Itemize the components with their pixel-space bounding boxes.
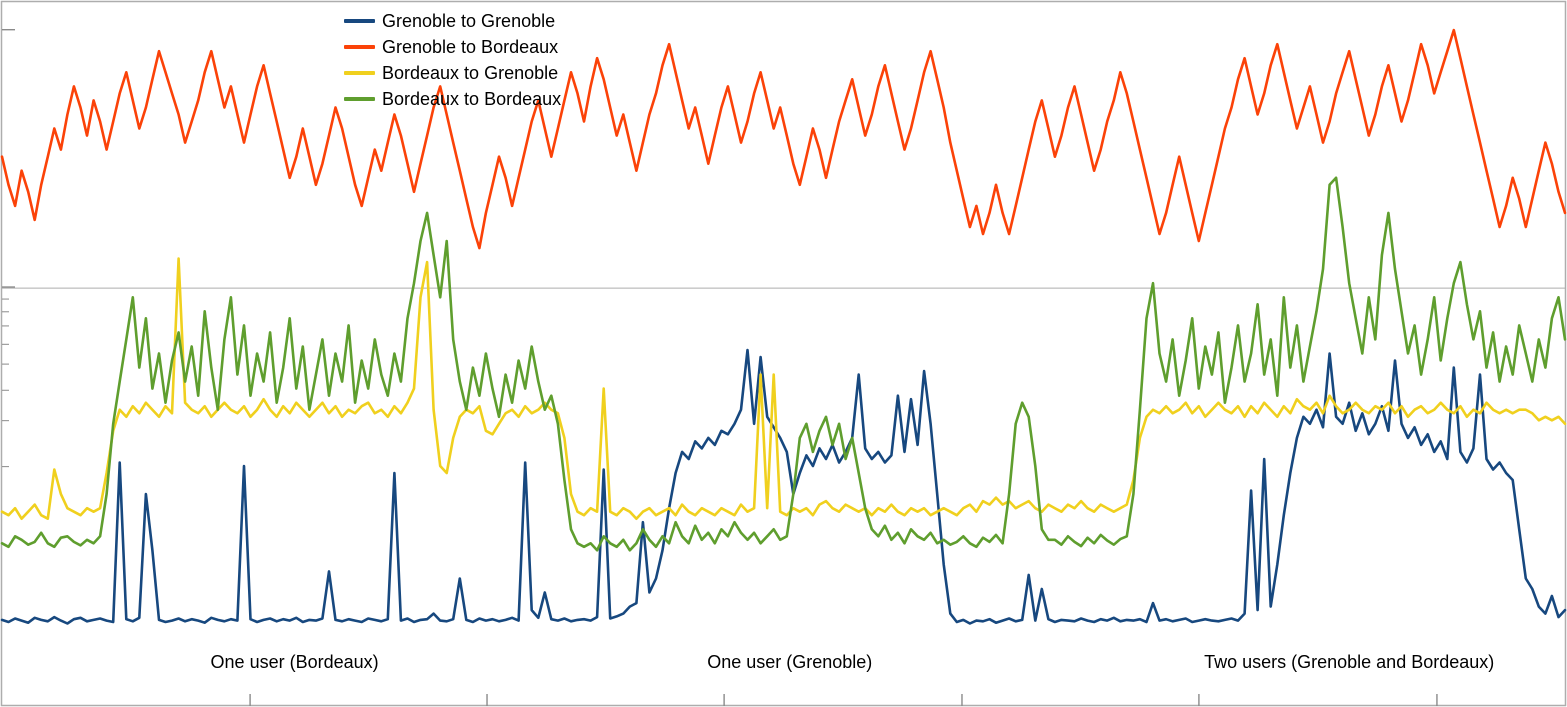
legend-label: Bordeaux to Bordeaux <box>382 88 562 109</box>
legend-label: Grenoble to Bordeaux <box>382 36 559 57</box>
legend-swatch-grenoble-to-bordeaux <box>344 45 375 49</box>
legend-item-grenoble-to-bordeaux: Grenoble to Bordeaux <box>344 34 561 60</box>
phase-annotation-one-user-bordeaux: One user (Bordeaux) <box>210 651 379 672</box>
legend-swatch-bordeaux-to-grenoble <box>344 71 375 75</box>
legend-swatch-bordeaux-to-bordeaux <box>344 97 375 101</box>
legend-swatch-grenoble-to-grenoble <box>344 19 375 23</box>
phase-annotation-two-users: Two users (Grenoble and Bordeaux) <box>1204 651 1495 672</box>
legend-label: Bordeaux to Grenoble <box>382 62 559 83</box>
legend-item-bordeaux-to-grenoble: Bordeaux to Grenoble <box>344 60 561 86</box>
legend-item-bordeaux-to-bordeaux: Bordeaux to Bordeaux <box>344 86 561 112</box>
legend-label: Grenoble to Grenoble <box>382 10 556 31</box>
legend-item-grenoble-to-grenoble: Grenoble to Grenoble <box>344 8 561 34</box>
chart-legend: Grenoble to Grenoble Grenoble to Bordeau… <box>344 8 561 112</box>
phase-annotation-one-user-grenoble: One user (Grenoble) <box>707 651 873 672</box>
